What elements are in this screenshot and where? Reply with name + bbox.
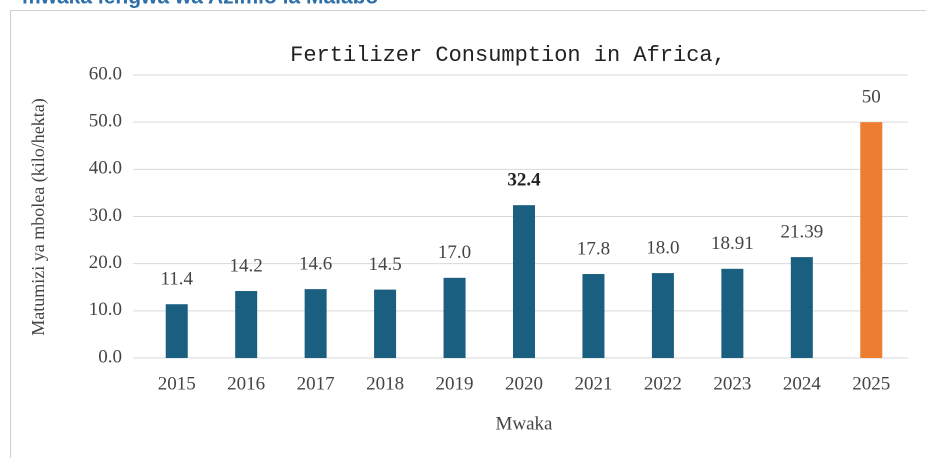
chart-frame — [10, 10, 926, 458]
bar — [374, 289, 397, 358]
data-label: 32.4 — [507, 170, 541, 191]
data-label: 18.0 — [646, 237, 679, 258]
bar — [165, 304, 188, 358]
data-label: 14.6 — [299, 253, 332, 274]
x-tick-label: 2024 — [783, 373, 822, 394]
data-label: 50 — [862, 87, 881, 108]
x-tick-label: 2020 — [505, 373, 543, 394]
y-tick-label: 20.0 — [89, 252, 122, 273]
data-label: 11.4 — [160, 269, 193, 290]
y-tick-label: 50.0 — [89, 111, 122, 132]
data-label: 21.39 — [780, 221, 823, 242]
x-tick-label: 2022 — [644, 373, 682, 394]
bar — [721, 268, 744, 358]
data-label: 17.8 — [577, 238, 610, 259]
x-tick-label: 2015 — [158, 373, 196, 394]
x-tick-label: 2018 — [366, 373, 404, 394]
bar — [582, 274, 605, 358]
x-tick-label: 2016 — [227, 373, 265, 394]
bar — [651, 273, 674, 358]
bar — [235, 291, 258, 358]
y-tick-label: 30.0 — [89, 205, 122, 226]
x-axis-label: Mwaka — [496, 413, 554, 434]
bar — [513, 205, 535, 358]
data-label: 18.91 — [711, 233, 754, 254]
bar — [790, 257, 813, 358]
x-tick-label: 2017 — [297, 373, 335, 394]
data-label: 17.0 — [438, 242, 471, 263]
y-tick-label: 60.0 — [89, 63, 122, 84]
bar — [443, 277, 466, 358]
data-label: 14.2 — [230, 255, 263, 276]
x-tick-label: 2025 — [852, 373, 890, 394]
page-header: mwaka lengwa wa Azimio la Malabo — [22, 0, 378, 9]
y-tick-label: 0.0 — [98, 346, 122, 367]
bar — [304, 289, 327, 358]
y-tick-label: 40.0 — [89, 158, 122, 179]
x-tick-label: 2023 — [713, 373, 751, 394]
bar — [860, 122, 883, 359]
chart-title: Fertilizer Consumption in Africa, — [290, 43, 726, 68]
x-tick-label: 2019 — [436, 373, 474, 394]
x-tick-label: 2021 — [574, 373, 612, 394]
y-tick-label: 10.0 — [89, 299, 122, 320]
y-axis-label: Matumizi ya mbolea (kilo/hekta) — [28, 98, 49, 335]
data-label: 14.5 — [368, 254, 401, 275]
